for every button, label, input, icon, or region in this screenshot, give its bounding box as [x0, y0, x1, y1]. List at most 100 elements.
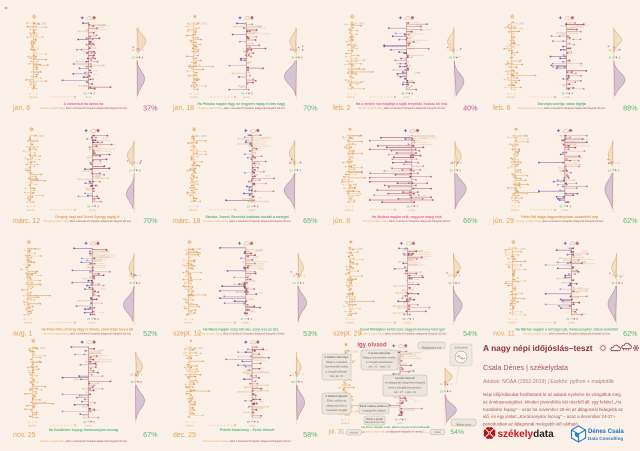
svg-text:24 | 1965: 24 | 1965: [35, 347, 46, 350]
svg-text:–a | a°: –a | a°: [576, 25, 583, 28]
svg-text:jóslat: jóslat: [396, 421, 404, 425]
svg-text:-a · | · a: -a · | · a: [189, 92, 199, 96]
svg-text:Ha ezen a napon hideg, akkor a: Ha ezen a napon hideg, akkor a következő…: [203, 440, 291, 443]
svg-text:4: 4: [300, 168, 302, 172]
svg-text:1956: 1956: [572, 162, 578, 164]
svg-text:24 | 1965: 24 | 1965: [196, 135, 207, 138]
svg-text:így olvasd: így olvasd: [357, 343, 387, 349]
svg-text:2018: 2018: [255, 162, 261, 164]
svg-text:×: ×: [297, 161, 299, 165]
svg-text:jóslat: jóslat: [84, 95, 92, 99]
svg-text:A vízkereszt ha tartós ha: A vízkereszt ha tartós ha: [64, 102, 104, 106]
svg-text:16: 16: [293, 274, 296, 278]
svg-text:Megfigyelés éve: Megfigyelés éve: [422, 345, 442, 349]
svg-text:33: 33: [241, 92, 245, 96]
svg-text:16: 16: [132, 48, 135, 52]
svg-text:×: ×: [137, 161, 139, 165]
svg-text:34: 34: [448, 281, 451, 285]
svg-text:24 | 1965: 24 | 1965: [518, 135, 529, 138]
svg-text:24 | 1965: 24 | 1965: [352, 135, 363, 138]
svg-text:3: 3: [140, 274, 142, 278]
svg-text:-a · | · a: -a · | · a: [345, 317, 355, 321]
svg-text:tételek: tételek: [184, 321, 193, 325]
svg-text:8: 8: [257, 204, 259, 208]
svg-text:54%: 54%: [450, 429, 464, 436]
svg-text:-a · | · a: -a · | · a: [347, 92, 357, 96]
svg-text:Katalinkor kopog” – azaz ha no: Katalinkor kopog” – azaz ha november 25-…: [483, 407, 623, 412]
svg-text:–a | a°: –a | a°: [409, 353, 416, 356]
svg-text:–a | a°: –a | a°: [417, 250, 424, 253]
svg-text:jóslat: jóslat: [562, 95, 570, 99]
svg-text:×: ×: [299, 48, 301, 52]
svg-text:–a | a°: –a | a°: [255, 25, 262, 28]
svg-text:-a · | · a: -a · | · a: [28, 420, 38, 424]
svg-text:tételek: tételek: [345, 208, 354, 212]
svg-text:30: 30: [247, 420, 251, 424]
svg-text:8: 8: [139, 168, 141, 172]
svg-text:1966: 1966: [258, 197, 264, 199]
svg-text:A jóslat változója:: A jóslat változója:: [368, 351, 391, 355]
svg-text:–a | a°: –a | a°: [421, 137, 428, 140]
svg-text:jóslat: jóslat: [242, 321, 250, 325]
svg-text:júl. 31: júl. 31: [328, 430, 346, 436]
svg-text:jóslat: jóslat: [248, 423, 256, 427]
svg-text:Ha ezen a napon hideg, akkor a: Ha ezen a napon hideg, akkor a következő…: [516, 220, 604, 223]
svg-text:1985: 1985: [250, 82, 256, 84]
svg-text:2: 2: [303, 281, 305, 285]
svg-text:szept. 12: szept. 12: [173, 331, 202, 338]
svg-text:29: 29: [291, 380, 294, 384]
svg-text:Évek száma, amikor a: Évek száma, amikor a: [360, 403, 388, 408]
svg-text:1993: 1993: [417, 155, 423, 157]
svg-text:A jóslat teljesül:: A jóslat teljesül:: [395, 376, 416, 380]
svg-text:dec. 27 - márc. 21: dec. 27 - márc. 21: [394, 390, 416, 394]
svg-text:feltétel: feltétel: [350, 430, 359, 434]
svg-text:29: 29: [608, 168, 611, 172]
svg-text:7: 7: [405, 418, 407, 422]
svg-text:24 | 1965: 24 | 1965: [514, 23, 525, 26]
svg-text:1972: 1972: [100, 255, 106, 257]
svg-text:dec. 25: dec. 25: [173, 432, 196, 439]
svg-text:Ha ezen a napon hideg, akkor a: Ha ezen a napon hideg, akkor a következő…: [523, 333, 611, 336]
svg-text:nov. 25: nov. 25: [13, 432, 36, 439]
svg-text:2: 2: [458, 281, 460, 285]
svg-text:2004: 2004: [578, 65, 584, 67]
svg-text:–a | a°: –a | a°: [255, 250, 262, 253]
svg-text:12: 12: [609, 48, 612, 52]
svg-text:Ha ezen a napon hideg, akkor a: Ha ezen a napon hideg, akkor a következő…: [359, 333, 447, 336]
svg-text:1959: 1959: [415, 72, 421, 74]
svg-text:hányszor jön be: hányszor jön be: [365, 420, 384, 424]
svg-text:Csala Dénes | székelydata: Csala Dénes | székelydata: [483, 363, 568, 372]
svg-text:33: 33: [450, 168, 453, 172]
svg-text:jún. 29: jún. 29: [492, 218, 514, 225]
svg-text:-a · | · a: -a · | · a: [510, 204, 520, 208]
svg-text:24 | 1965: 24 | 1965: [197, 23, 208, 26]
svg-text:–a | a°: –a | a°: [261, 137, 268, 140]
svg-text:Ha ezen a napon hideg, akkor a: Ha ezen a napon hideg, akkor a következő…: [197, 333, 285, 336]
svg-text:3: 3: [302, 372, 304, 376]
svg-text:jóslat: jóslat: [402, 95, 410, 99]
svg-text:Ha ezen a napon hideg, akkor a: Ha ezen a napon hideg, akkor a következő…: [44, 220, 132, 223]
svg-text:Ha Piroska napján fagy, az neg: Ha Piroska napján fagy, az negyven napig…: [197, 102, 285, 106]
svg-text:6: 6: [460, 48, 462, 52]
svg-text:tételek: tételek: [346, 321, 355, 325]
svg-text:5: 5: [301, 380, 303, 384]
svg-text:58%: 58%: [303, 430, 318, 439]
svg-text:Data Consulting: Data Consulting: [588, 436, 623, 441]
svg-text:17: 17: [129, 161, 132, 165]
svg-text:×: ×: [615, 161, 617, 165]
svg-text:31: 31: [290, 168, 293, 172]
svg-text:2001: 2001: [578, 288, 584, 290]
svg-text:az érvényességüket. Minden jöv: az érvényességüket. Minden jövendölés ké…: [483, 399, 622, 404]
svg-text:tételek: tételek: [511, 208, 520, 212]
svg-text:5: 5: [300, 161, 302, 165]
svg-text:×: ×: [456, 274, 458, 278]
svg-text:jóslat: jóslat: [248, 208, 256, 212]
svg-text:jóslat: jóslat: [561, 208, 569, 212]
svg-text:jóslat: jóslat: [88, 208, 96, 212]
svg-text:jún. 8: jún. 8: [332, 218, 350, 225]
svg-text:A feltétel teljesül:: A feltétel teljesül:: [325, 394, 347, 398]
svg-text:8: 8: [140, 380, 142, 384]
svg-text:-a · | · a: -a · | · a: [184, 317, 194, 321]
svg-text:25: 25: [440, 390, 443, 394]
svg-text:-a · | · a: -a · | · a: [189, 204, 199, 208]
